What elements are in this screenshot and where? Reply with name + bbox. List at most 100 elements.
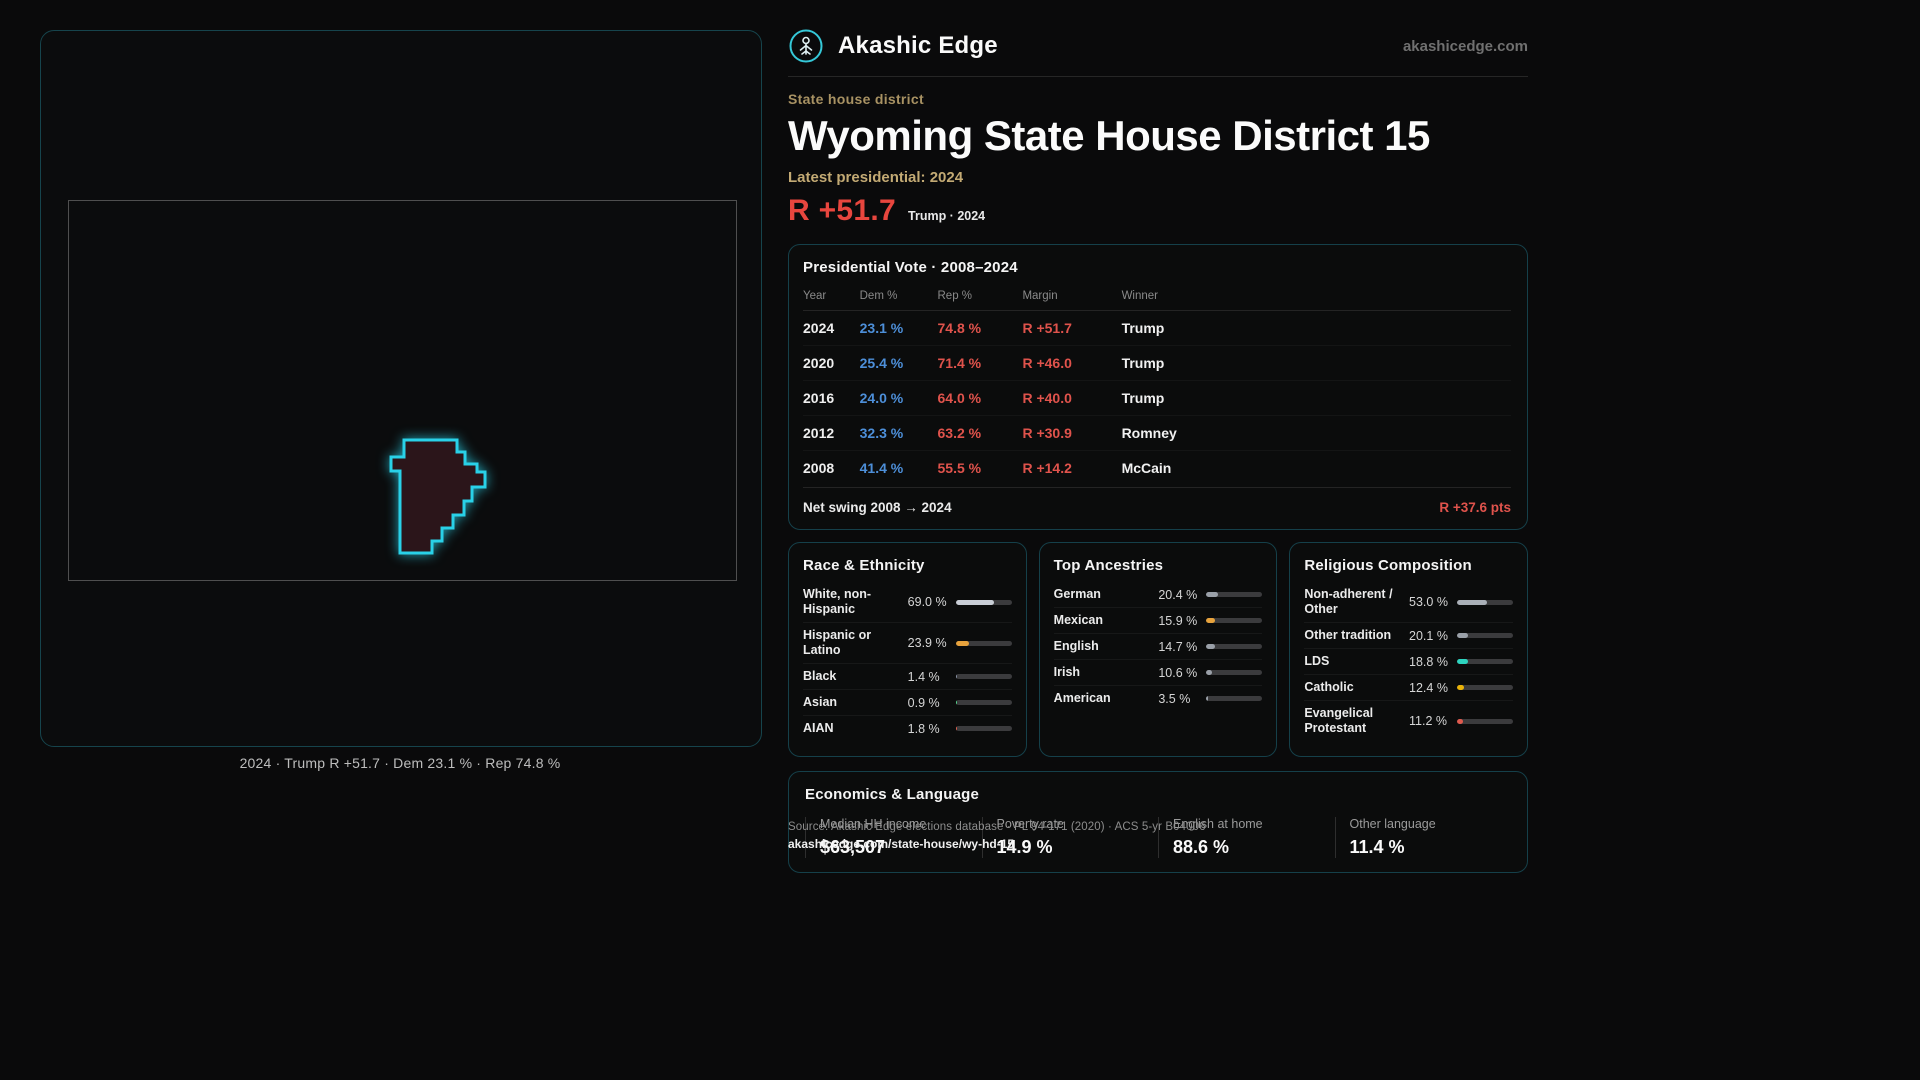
stat-bar-fill: [1206, 644, 1215, 650]
dem-pct-cell: 41.4 %: [859, 460, 904, 477]
headline-margin-value: R +51.7: [788, 194, 897, 228]
col-header-year: Year: [803, 282, 860, 312]
permalink-url[interactable]: akashicedge.com/state-house/wy-hd-15: [788, 837, 1015, 851]
stat-label: Black: [803, 669, 837, 684]
stat-value: 1.8 %: [907, 721, 940, 736]
source-attribution: Source: Akashic Edge elections database …: [788, 821, 1206, 833]
stat-row: Irish 10.6 %: [1053, 660, 1263, 687]
stat-row: Black 1.4 %: [803, 664, 1012, 691]
year-cell: 2016: [803, 380, 860, 417]
stat-bar-track: [1457, 718, 1514, 724]
year-cell: 2008: [803, 460, 835, 477]
stat-label: Other tradition: [1304, 628, 1392, 643]
econ-stat: English at home 88.6 %: [1158, 817, 1335, 859]
year-cell: 2020: [803, 345, 860, 382]
stat-bar-track: [1457, 633, 1514, 639]
presidential-row: 2016 24.0 % 64.0 % R +40.0 Trump: [803, 380, 1511, 417]
detail-column: Akashic Edge akashicedge.com State house…: [788, 0, 1529, 874]
stat-bar-track: [1457, 599, 1514, 605]
district-map-panel: [40, 30, 762, 747]
dem-pct-cell: 23.1 %: [859, 310, 938, 347]
presidential-vote-card: Presidential Vote · 2008–2024 Year Dem %…: [788, 244, 1528, 531]
stat-value: 12.4 %: [1409, 680, 1448, 695]
dem-pct-cell: 24.0 %: [859, 380, 938, 417]
stat-label: Hispanic or Latino: [803, 628, 872, 658]
stat-row: Catholic 12.4 %: [1304, 675, 1514, 702]
winner-cell: Trump: [1121, 310, 1511, 347]
stat-bar-fill: [955, 674, 957, 680]
stat-label: Mexican: [1053, 613, 1104, 628]
stat-value: 69.0 %: [907, 595, 947, 610]
rep-pct-cell: 55.5 %: [937, 460, 982, 477]
rep-pct-cell: 63.2 %: [937, 415, 1023, 452]
winner-cell: Trump: [1121, 345, 1511, 382]
winner-cell: Trump: [1121, 380, 1511, 417]
stat-bar-fill: [955, 700, 957, 706]
econ-stat-label: Median HH income: [820, 817, 927, 832]
stat-bar-fill: [1457, 633, 1469, 639]
margin-cell: R +30.9: [1022, 415, 1122, 452]
margin-cell: R +14.2: [1022, 460, 1072, 477]
stat-label: American: [1053, 691, 1111, 706]
stat-bar-track: [1457, 685, 1514, 691]
net-swing-value: R +37.6 pts: [1439, 500, 1511, 516]
col-header-dem: Dem %: [859, 282, 938, 312]
stat-row: German 20.4 %: [1053, 582, 1263, 609]
stat-value: 23.9 %: [907, 636, 947, 651]
stat-label: Irish: [1053, 665, 1081, 680]
stat-bar-track: [1206, 592, 1263, 598]
stat-row: White, non-Hispanic 69.0 %: [803, 582, 1012, 624]
headline-context: Trump · 2024: [908, 209, 986, 224]
stat-bar-fill: [1206, 670, 1213, 676]
stat-row: Mexican 15.9 %: [1053, 608, 1263, 635]
stat-row: Non-adherent / Other 53.0 %: [1304, 582, 1514, 624]
economics-card-title: Economics & Language: [805, 786, 980, 804]
religious-composition-card: Religious Composition Non-adherent / Oth…: [1289, 542, 1529, 758]
demographics-row: Race & Ethnicity White, non-Hispanic 69.…: [788, 542, 1529, 758]
dem-pct-cell: 25.4 %: [859, 345, 938, 382]
stat-value: 53.0 %: [1409, 595, 1448, 610]
stat-row: AIAN 1.8 %: [803, 716, 1012, 741]
page-title: Wyoming State House District 15: [788, 112, 1430, 159]
stat-label: German: [1053, 587, 1101, 602]
race-ethnicity-title: Race & Ethnicity: [803, 557, 925, 575]
stat-value: 1.4 %: [907, 669, 940, 684]
stat-row: English 14.7 %: [1053, 634, 1263, 661]
top-ancestries-title: Top Ancestries: [1053, 557, 1164, 575]
econ-stat: Other language 11.4 %: [1334, 817, 1512, 859]
stat-bar-track: [1206, 670, 1263, 676]
stat-row: Other tradition 20.1 %: [1304, 623, 1514, 650]
winner-cell: Romney: [1121, 415, 1511, 452]
stat-value: 18.8 %: [1409, 654, 1448, 669]
margin-cell: R +46.0: [1022, 345, 1122, 382]
stat-bar-fill: [955, 640, 970, 646]
race-ethnicity-card: Race & Ethnicity White, non-Hispanic 69.…: [788, 542, 1027, 758]
stat-value: 3.5 %: [1158, 691, 1191, 706]
stat-label: White, non-Hispanic: [803, 587, 872, 617]
stat-bar-fill: [955, 599, 995, 605]
stat-bar-track: [955, 700, 1012, 706]
akashic-edge-logo-icon: [789, 29, 823, 63]
econ-stat: Median HH income $63,507: [805, 817, 982, 859]
stat-label: Non-adherent / Other: [1304, 587, 1393, 617]
district-type-kicker: State house district: [788, 91, 924, 107]
wyoming-state-outline: [68, 200, 737, 581]
district-shape-map: [389, 438, 487, 555]
dem-pct-cell: 32.3 %: [859, 415, 938, 452]
site-domain-link[interactable]: akashicedge.com: [1402, 37, 1528, 55]
stat-bar-track: [1457, 659, 1514, 665]
econ-stat-value: $63,507: [820, 837, 886, 858]
rep-pct-cell: 74.8 %: [937, 310, 1023, 347]
stat-value: 20.4 %: [1158, 587, 1198, 602]
district-15-shape: [389, 438, 487, 555]
presidential-row: 2024 23.1 % 74.8 % R +51.7 Trump: [803, 310, 1511, 347]
stat-row: American 3.5 %: [1054, 686, 1263, 711]
stat-bar-track: [955, 599, 1012, 605]
econ-stat-value: 88.6 %: [1173, 837, 1230, 858]
economics-stats-row: Median HH income $63,507 Poverty rate 14…: [805, 817, 1512, 859]
stat-value: 10.6 %: [1158, 665, 1198, 680]
stat-value: 11.2 %: [1409, 714, 1448, 729]
margin-cell: R +51.7: [1022, 310, 1122, 347]
rep-pct-cell: 64.0 %: [937, 380, 1023, 417]
stat-label: AIAN: [803, 721, 834, 736]
